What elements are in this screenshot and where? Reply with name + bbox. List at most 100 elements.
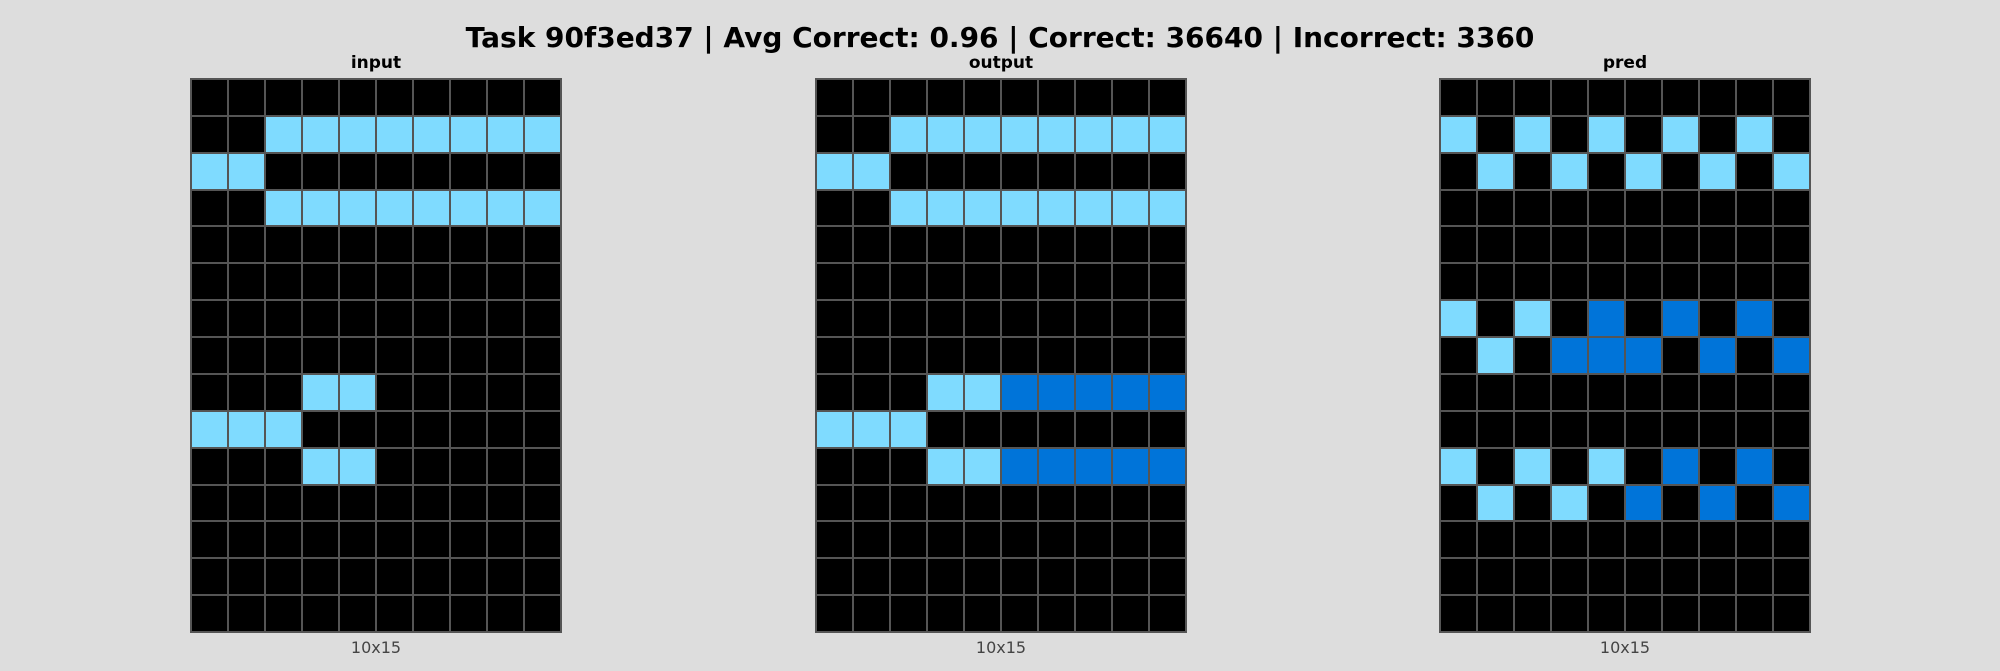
grid-cell bbox=[1477, 521, 1514, 559]
grid-cell bbox=[339, 115, 376, 153]
grid-cell bbox=[487, 152, 524, 190]
grid-cell bbox=[1001, 152, 1038, 190]
grid-cell bbox=[339, 263, 376, 301]
grid-cell bbox=[890, 558, 927, 596]
grid-cell bbox=[228, 152, 265, 190]
grid-cell bbox=[450, 152, 487, 190]
grid-cell bbox=[853, 595, 890, 632]
output-panel: output 10x15 bbox=[815, 52, 1187, 659]
grid-cell bbox=[228, 410, 265, 448]
grid-cell bbox=[1149, 263, 1186, 301]
grid-cell bbox=[927, 79, 964, 116]
grid-cell bbox=[1075, 558, 1112, 596]
grid-cell bbox=[816, 373, 853, 411]
grid-cell bbox=[1112, 337, 1149, 374]
grid-cell bbox=[487, 115, 524, 153]
grid-cell bbox=[1625, 226, 1662, 264]
grid-cell bbox=[1551, 410, 1588, 448]
grid-cell bbox=[1514, 595, 1551, 632]
grid-cell bbox=[1662, 595, 1699, 632]
grid-cell bbox=[524, 447, 561, 485]
grid-cell bbox=[1038, 447, 1075, 485]
grid-cell bbox=[1075, 152, 1112, 190]
grid-cell bbox=[1662, 484, 1699, 522]
grid-cell bbox=[853, 263, 890, 301]
grid-cell bbox=[376, 521, 413, 559]
page-title: Task 90f3ed37 | Avg Correct: 0.96 | Corr… bbox=[465, 21, 1535, 54]
grid-cell bbox=[487, 337, 524, 374]
grid-cell bbox=[1773, 263, 1810, 301]
grid-cell bbox=[1075, 410, 1112, 448]
grid-cell bbox=[927, 115, 964, 153]
grid-cell bbox=[1662, 152, 1699, 190]
grid-cell bbox=[1477, 484, 1514, 522]
grid-cell bbox=[265, 410, 302, 448]
grid-cell bbox=[265, 189, 302, 227]
grid-cell bbox=[487, 484, 524, 522]
grid-cell bbox=[1699, 410, 1736, 448]
panel-label: input bbox=[350, 53, 402, 73]
grid-cell bbox=[1149, 337, 1186, 374]
grid-cell bbox=[265, 373, 302, 411]
grid-cell bbox=[1440, 484, 1477, 522]
grid-cell bbox=[1477, 189, 1514, 227]
grid-cell bbox=[1514, 558, 1551, 596]
grid-cell bbox=[1551, 79, 1588, 116]
grid-cell bbox=[302, 521, 339, 559]
grid-cell bbox=[1736, 484, 1773, 522]
grid-cell bbox=[1477, 115, 1514, 153]
grid-cell bbox=[487, 521, 524, 559]
grid-cell bbox=[302, 152, 339, 190]
grid-cell bbox=[1625, 484, 1662, 522]
grid-cell bbox=[1551, 300, 1588, 338]
grid-cell bbox=[1440, 337, 1477, 374]
grid-cell bbox=[302, 300, 339, 338]
grid-cell bbox=[302, 337, 339, 374]
grid-cell bbox=[1662, 337, 1699, 374]
grid-cell bbox=[1112, 410, 1149, 448]
grid-cell bbox=[927, 263, 964, 301]
grid-cell bbox=[524, 263, 561, 301]
grid-cell bbox=[1699, 337, 1736, 374]
grid-cell bbox=[487, 447, 524, 485]
grid-cell bbox=[413, 337, 450, 374]
input-grid bbox=[190, 78, 562, 633]
grid-cell bbox=[964, 410, 1001, 448]
grid-cell bbox=[191, 484, 228, 522]
grid-cell bbox=[890, 189, 927, 227]
grid-cell bbox=[339, 337, 376, 374]
grid-cell bbox=[524, 484, 561, 522]
grid-cell bbox=[1736, 373, 1773, 411]
grid-cell bbox=[524, 337, 561, 374]
grid-cell bbox=[927, 226, 964, 264]
grid-cell bbox=[853, 79, 890, 116]
grid-cell bbox=[228, 521, 265, 559]
grid-cell bbox=[1112, 263, 1149, 301]
grid-cell bbox=[1440, 189, 1477, 227]
grid-cell bbox=[1001, 484, 1038, 522]
grid-cell bbox=[816, 558, 853, 596]
grid-cell bbox=[816, 337, 853, 374]
grid-cell bbox=[1514, 521, 1551, 559]
grid-cell bbox=[450, 79, 487, 116]
grid-cell bbox=[228, 226, 265, 264]
grid-cell bbox=[302, 189, 339, 227]
grid-cell bbox=[413, 558, 450, 596]
grid-cell bbox=[1551, 152, 1588, 190]
grid-cell bbox=[1075, 373, 1112, 411]
grid-cell bbox=[524, 300, 561, 338]
grid-cell bbox=[1038, 263, 1075, 301]
grid-cell bbox=[1588, 152, 1625, 190]
grid-cell bbox=[1477, 79, 1514, 116]
grid-cell bbox=[1514, 337, 1551, 374]
grid-cell bbox=[1001, 595, 1038, 632]
grid-cell bbox=[524, 521, 561, 559]
grid-cell bbox=[1149, 373, 1186, 411]
grid-cell bbox=[1112, 226, 1149, 264]
grid-cell bbox=[339, 373, 376, 411]
grid-cell bbox=[1149, 189, 1186, 227]
grid-cell bbox=[265, 300, 302, 338]
grid-cell bbox=[1001, 447, 1038, 485]
grid-cell bbox=[1588, 447, 1625, 485]
grid-cell bbox=[1112, 558, 1149, 596]
